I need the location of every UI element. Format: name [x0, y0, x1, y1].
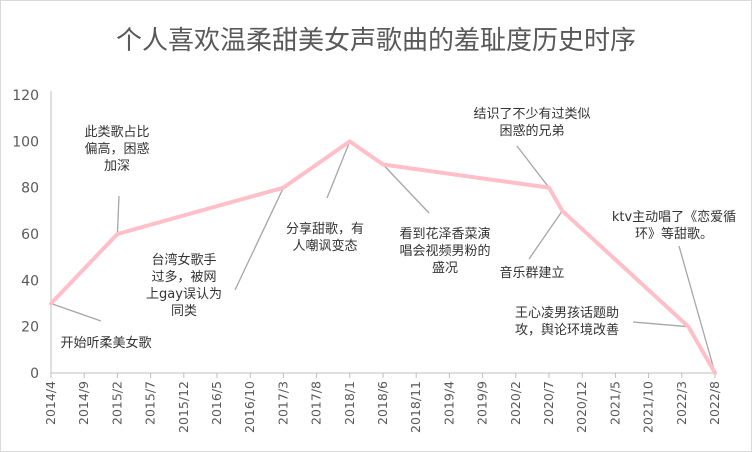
- annotation-label: 音乐群建立: [499, 265, 564, 281]
- annotation-line: 人嘲讽变态: [292, 238, 357, 254]
- chart-title: 个人喜欢温柔甜美女声歌曲的羞耻度历史时序: [116, 26, 636, 56]
- annotation-line: ktv主动唱了《恋爱循: [612, 209, 736, 225]
- y-tick-label: 100: [12, 134, 39, 150]
- data-point: [381, 163, 385, 166]
- data-point: [49, 302, 53, 305]
- x-tick-label: 2018/6: [375, 381, 390, 425]
- x-tick-label: 2018/11: [408, 381, 423, 433]
- data-point: [348, 139, 352, 143]
- y-tick-label: 80: [21, 181, 39, 197]
- x-tick-label: 2015/7: [143, 381, 158, 425]
- annotation-label: 分享甜歌，有人嘲讽变态: [286, 221, 364, 254]
- annotation-leader-line: [234, 187, 284, 291]
- annotation-line: 此类歌占比: [84, 125, 149, 140]
- data-point: [115, 232, 119, 236]
- x-tick-label: 2020/7: [541, 381, 556, 425]
- annotation-label: 王心凌男孩话题助攻，舆论环境改善: [515, 306, 619, 338]
- x-tick-label: 2020/2: [508, 381, 523, 425]
- annotation-line: 台湾女歌手: [151, 252, 216, 268]
- annotation-line: 加深: [104, 159, 130, 174]
- annotation-leader-line: [528, 210, 563, 260]
- annotation-line: 开始听柔美女歌: [60, 335, 151, 351]
- annotation-leader-line: [516, 145, 550, 189]
- y-tick-label: 120: [12, 88, 39, 104]
- x-tick-label: 2015/2: [109, 381, 124, 425]
- annotation-label: ktv主动唱了《恋爱循环》等甜歌。: [612, 209, 736, 242]
- x-tick-label: 2019/4: [441, 381, 456, 425]
- annotation-line: 攻，舆论环境改善: [515, 322, 619, 338]
- x-tick-label: 2019/9: [475, 381, 490, 425]
- annotation-label: 开始听柔美女歌: [60, 335, 151, 351]
- x-tick-label: 2016/5: [209, 381, 224, 425]
- annotation-label: 看到花泽香菜演唱会视频男粉的盛况: [399, 226, 490, 276]
- annotation-line: 音乐群建立: [499, 265, 564, 281]
- annotation-line: 盛况: [432, 261, 458, 276]
- annotation-line: 上gay误认为: [146, 287, 222, 302]
- x-tick-label: 2018/1: [342, 381, 357, 425]
- y-tick-label: 40: [21, 273, 39, 289]
- data-point: [686, 325, 690, 329]
- annotation-leader-line: [678, 245, 716, 374]
- annotation-leader-line: [326, 141, 351, 199]
- annotation-label: 结识了不少有过类似困惑的兄弟: [473, 107, 590, 139]
- annotation-line: 同类: [171, 304, 197, 319]
- x-tick-label: 2017/8: [309, 381, 324, 425]
- annotation-line: 结识了不少有过类似: [473, 107, 590, 122]
- data-point: [547, 186, 551, 190]
- x-tick-label: 2021/5: [607, 381, 622, 425]
- annotation-line: 分享甜歌，有: [286, 221, 364, 237]
- annotation-line: 过多，被网: [151, 269, 216, 285]
- y-tick-label: 0: [30, 366, 39, 382]
- x-tick-label: 2017/3: [275, 381, 290, 425]
- x-tick-label: 2021/10: [641, 381, 656, 433]
- data-point: [281, 186, 285, 190]
- annotation-line: 困惑的兄弟: [499, 123, 564, 139]
- x-tick-label: 2014/9: [76, 381, 91, 425]
- annotation-line: 唱会视频男粉的: [399, 243, 490, 259]
- annotation-leader-line: [116, 195, 120, 235]
- annotation-leader-line: [632, 321, 689, 328]
- x-tick-label: 2016/10: [242, 381, 257, 433]
- y-tick-label: 20: [21, 320, 39, 336]
- annotation-line: 王心凌男孩话题助: [515, 306, 619, 321]
- annotation-leader-line: [50, 302, 102, 322]
- x-tick-label: 2020/12: [574, 381, 589, 433]
- data-point: [560, 209, 564, 213]
- data-point: [713, 371, 717, 375]
- annotation-line: 看到花泽香菜演: [399, 226, 490, 242]
- x-tick-label: 2014/4: [43, 381, 58, 425]
- annotation-line: 环》等甜歌。: [635, 226, 713, 242]
- x-tick-label: 2015/12: [176, 381, 191, 433]
- annotation-label: 台湾女歌手过多，被网上gay误认为同类: [146, 252, 222, 319]
- annotation-label: 此类歌占比偏高，困惑加深: [84, 125, 149, 174]
- x-tick-label: 2022/8: [707, 381, 722, 425]
- x-tick-label: 2022/3: [674, 381, 689, 425]
- y-tick-label: 60: [21, 227, 39, 243]
- annotation-leader-line: [382, 164, 430, 214]
- annotation-line: 偏高，困惑: [84, 141, 149, 157]
